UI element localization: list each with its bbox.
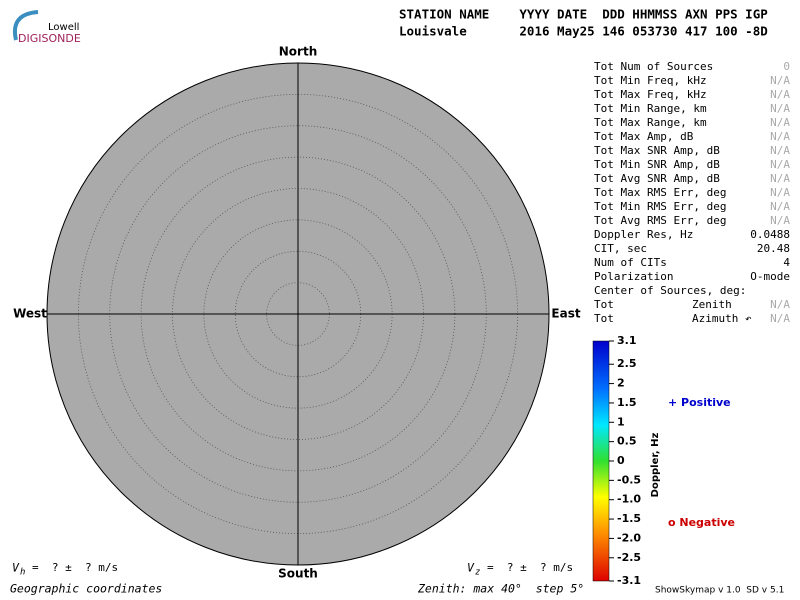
coords-note: Geographic coordinates	[10, 582, 162, 596]
stat-value: N/A	[770, 88, 790, 101]
direction: East	[551, 307, 580, 321]
stat-value: N/A	[770, 158, 790, 171]
stat-value: N/A	[770, 116, 790, 129]
v-symbol: V	[467, 561, 475, 575]
stat-label: Doppler Res, Hz	[594, 228, 693, 241]
stat-label: Polarization	[594, 270, 673, 283]
stat-value: 20.48	[757, 242, 790, 255]
stat-value: N/A	[770, 102, 790, 115]
stat-value: 0	[783, 60, 790, 73]
direction: South	[278, 567, 318, 581]
colorbar-tick-label: -0.5	[617, 473, 641, 486]
stat-label: Tot Max Freq, kHz	[594, 88, 707, 101]
colorbar-tick-label: -3.1	[617, 574, 641, 587]
sky-plot	[46, 62, 550, 566]
colorbar-title: Doppler, Hz	[650, 433, 661, 498]
stat-label: Center of Sources, deg:	[594, 284, 746, 297]
colorbar-tick-label: -2.5	[617, 551, 641, 564]
logo-name: DIGISONDE	[18, 32, 81, 45]
stat-label: Tot Min Range, km	[594, 102, 707, 115]
direction: North	[279, 45, 317, 59]
stat-value: N/A	[770, 298, 790, 311]
stat-label: Tot	[594, 298, 614, 311]
stat-value: N/A	[770, 186, 790, 199]
stat-value: N/A	[770, 200, 790, 213]
colorbar-tick-label: 1.5	[617, 396, 637, 409]
stat-label: Tot Max Range, km	[594, 116, 707, 129]
header-line: STATION NAME YYYY DATE DDD HHMMSS AXN PP…	[399, 7, 768, 22]
colorbar	[592, 340, 610, 582]
legend-negative: o Negative	[668, 516, 735, 529]
stat-label: Tot Min SNR Amp, dB	[594, 158, 720, 171]
stat-label: Tot Max RMS Err, deg	[594, 186, 726, 199]
stat-label: Tot Num of Sources	[594, 60, 713, 73]
logo-swoosh	[13, 10, 39, 41]
colorbar-tick-label: -2.0	[617, 531, 641, 544]
version: ShowSkymap v 1.0 SD v 5.1	[655, 586, 784, 596]
stat-value: N/A	[770, 312, 790, 325]
stat-value: N/A	[770, 74, 790, 87]
stat-mid: Azimuth ↶	[692, 312, 752, 325]
stat-label: Tot Min Freq, kHz	[594, 74, 707, 87]
stat-label: Num of CITs	[594, 256, 667, 269]
stat-value: N/A	[770, 214, 790, 227]
colorbar-tick-label: 2	[617, 377, 625, 390]
colorbar-ticks: 3.1 2.5 2 1.5 1 0.5 0 -0.5 -1.0 -1.5 -2.0 -2.5 -3.1	[609, 334, 641, 587]
colorbar-tick-label: 0	[617, 454, 625, 467]
legend-positive: + Positive	[668, 396, 731, 409]
stat-value: N/A	[770, 144, 790, 157]
colorbar-tick-label: 3.1	[617, 334, 637, 347]
colorbar-tick-label: -1.0	[617, 493, 641, 506]
stat-mid: Zenith	[692, 298, 732, 311]
velocity-h: V h = ? ± ? m/s	[12, 561, 118, 578]
velocity-z: V z = ? ± ? m/s	[467, 561, 573, 578]
stat-label: Tot Max Amp, dB	[594, 130, 694, 143]
colorbar-tick-label: 2.5	[617, 357, 637, 370]
v-sub: z	[475, 568, 480, 578]
v-text: = ? ± ? m/s	[32, 561, 118, 574]
v-text: = ? ± ? m/s	[487, 561, 573, 574]
stat-label: Tot Max SNR Amp, dB	[594, 144, 720, 157]
stat-value: N/A	[770, 172, 790, 185]
v-sub: h	[20, 568, 25, 578]
zenith-note: Zenith: max 40° step 5°	[417, 582, 584, 596]
colorbar-tick-label: -1.5	[617, 512, 641, 525]
stat-label: Tot Avg RMS Err, deg	[594, 214, 726, 227]
stat-value: O-mode	[750, 270, 790, 283]
stat-value: N/A	[770, 130, 790, 143]
stat-value: 0.0488	[750, 228, 790, 241]
colorbar-tick-label: 0.5	[617, 435, 637, 448]
stats-table: Tot Num of Sources 0 Tot Min Freq, kHz N/A T…	[594, 60, 790, 325]
logo-top: Lowell	[48, 22, 79, 33]
stat-label: CIT, sec	[594, 242, 647, 255]
stat-label: Tot	[594, 312, 614, 325]
stat-label: Tot Min RMS Err, deg	[594, 200, 726, 213]
v-symbol: V	[12, 561, 20, 575]
header-line: Louisvale 2016 May25 146 053730 417 100 …	[399, 24, 768, 39]
colorbar-tick-label: 1	[617, 415, 625, 428]
direction: West	[13, 307, 47, 321]
stat-label: Tot Avg SNR Amp, dB	[594, 172, 720, 185]
logo: Lowell DIGISONDE	[13, 10, 81, 45]
stat-value: 4	[783, 256, 790, 269]
